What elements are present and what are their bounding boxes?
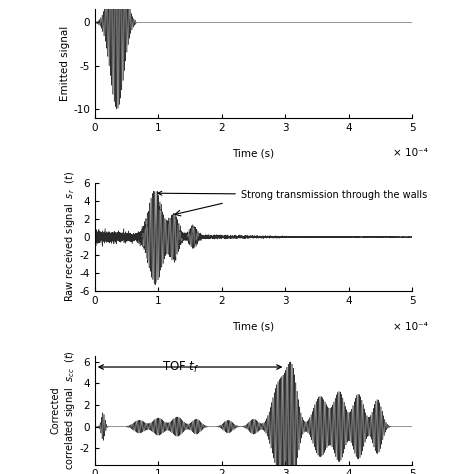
Text: Time (s): Time (s) bbox=[233, 148, 274, 158]
Y-axis label: Emitted signal: Emitted signal bbox=[60, 26, 70, 101]
Y-axis label: Raw received signal  $s_r$  $(t)$: Raw received signal $s_r$ $(t)$ bbox=[63, 172, 77, 302]
Text: Time (s): Time (s) bbox=[233, 321, 274, 331]
Text: TOF $t_f$: TOF $t_f$ bbox=[162, 359, 199, 374]
Text: × 10⁻⁴: × 10⁻⁴ bbox=[393, 321, 428, 331]
Text: × 10⁻⁴: × 10⁻⁴ bbox=[393, 148, 428, 158]
Text: Strong transmission through the walls: Strong transmission through the walls bbox=[158, 190, 427, 200]
Y-axis label: Corrected
correlated signal  $s_{cc}$  $(t)$: Corrected correlated signal $s_{cc}$ $(t… bbox=[51, 350, 77, 470]
